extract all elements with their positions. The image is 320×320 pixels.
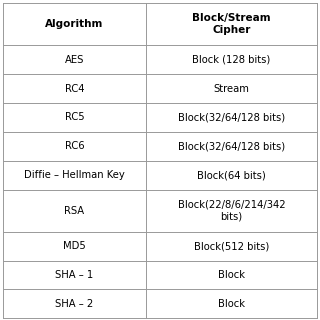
Text: Block: Block xyxy=(218,270,245,280)
Text: RSA: RSA xyxy=(65,206,84,216)
Text: Stream: Stream xyxy=(213,84,249,93)
Text: Block(32/64/128 bits): Block(32/64/128 bits) xyxy=(178,112,285,123)
Text: Diffie – Hellman Key: Diffie – Hellman Key xyxy=(24,170,125,180)
Text: RC5: RC5 xyxy=(65,112,84,123)
Text: MD5: MD5 xyxy=(63,241,86,251)
Text: RC4: RC4 xyxy=(65,84,84,93)
Text: Block(64 bits): Block(64 bits) xyxy=(197,170,266,180)
Text: Block: Block xyxy=(218,299,245,309)
Text: Block(32/64/128 bits): Block(32/64/128 bits) xyxy=(178,141,285,151)
Text: RC6: RC6 xyxy=(65,141,84,151)
Text: Algorithm: Algorithm xyxy=(45,19,104,29)
Text: AES: AES xyxy=(65,55,84,65)
Text: SHA – 2: SHA – 2 xyxy=(55,299,94,309)
Text: Block/Stream
Cipher: Block/Stream Cipher xyxy=(192,13,271,35)
Text: Block(22/8/6/214/342
bits): Block(22/8/6/214/342 bits) xyxy=(178,200,285,221)
Text: Block (128 bits): Block (128 bits) xyxy=(192,55,270,65)
Text: Block(512 bits): Block(512 bits) xyxy=(194,241,269,251)
Text: SHA – 1: SHA – 1 xyxy=(55,270,94,280)
